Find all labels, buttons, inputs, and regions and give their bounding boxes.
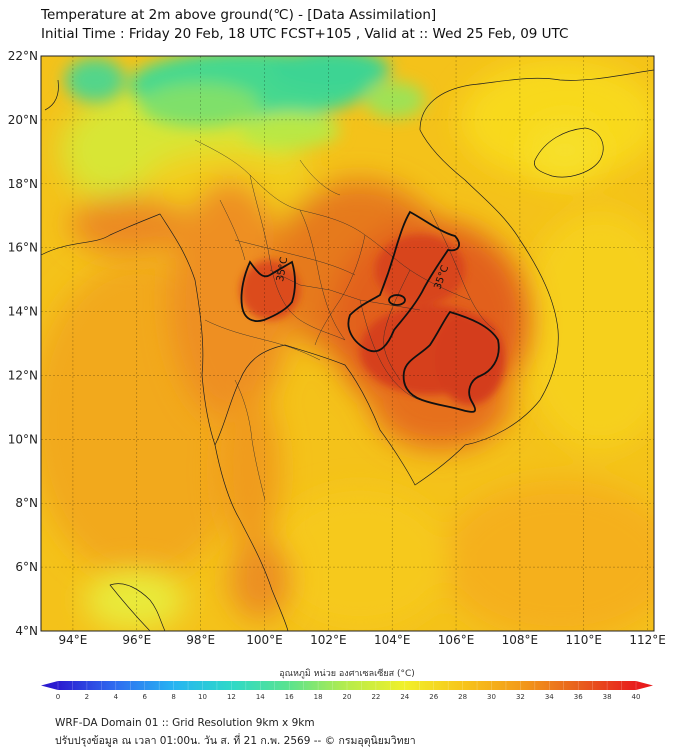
map-title: Temperature at 2m above ground(℃) - [Dat… [41,7,437,23]
lon-label: 106°E [438,633,475,647]
colorbar: 0 2 4 6 8 10 12 14 16 18 20 22 24 26 28 30 32 34 36 38 40 [41,681,653,701]
colorbar-bar [58,681,636,690]
colorbar-title: อุณหภูมิ หน่วย องศาเซลเซียส (°C) [279,668,415,679]
colorbar-tick-label: 40 [632,693,641,701]
colorbar-tick-label: 2 [85,693,89,701]
colorbar-tick-label: 0 [56,693,60,701]
map-subtitle: Initial Time : Friday 20 Feb, 18 UTC FCS… [41,26,569,42]
longitude-labels: 94°E 96°E 98°E 100°E 102°E 104°E 106°E 108°E 110… [58,633,665,647]
colorbar-tick-label: 14 [256,693,265,701]
colorbar-tick-label: 30 [487,693,496,701]
coastlines [41,69,654,631]
colorbar-ticks: 0 2 4 6 8 10 12 14 16 18 20 22 24 26 28 30 32 34 36 38 40 [56,681,641,701]
colorbar-tick-label: 18 [314,693,323,701]
latitude-labels: 4°N 6°N 8°N 10°N 12°N 14°N 16°N 18°N 20°N 22°N [8,49,38,638]
colorbar-tick-label: 34 [545,693,554,701]
lat-label: 6°N [15,560,38,574]
lon-label: 112°E [629,633,666,647]
lon-label: 108°E [502,633,539,647]
footer-domain-info: WRF-DA Domain 01 :: Grid Resolution 9km … [55,717,315,729]
lon-label: 94°E [58,633,87,647]
colorbar-tick-label: 26 [429,693,438,701]
colorbar-tick-label: 6 [142,693,147,701]
colorbar-max-arrow [636,681,653,690]
temperature-field: 35°C 35°C [41,56,654,631]
lat-label: 18°N [8,177,38,191]
lat-label: 12°N [8,368,38,382]
lon-label: 110°E [566,633,603,647]
colorbar-tick-label: 22 [371,693,380,701]
lat-label: 10°N [8,432,38,446]
colorbar-tick-label: 8 [171,693,175,701]
lon-label: 100°E [246,633,283,647]
colorbar-tick-label: 20 [343,693,352,701]
colorbar-tick-label: 38 [603,693,612,701]
contour-label-1: 35°C [275,256,290,282]
colorbar-tick-label: 4 [114,693,119,701]
colorbar-tick-label: 24 [400,693,409,701]
lat-label: 14°N [8,305,38,319]
colorbar-tick-label: 36 [574,693,583,701]
lat-label: 16°N [8,241,38,255]
lon-label: 96°E [122,633,151,647]
lon-label: 98°E [186,633,215,647]
lon-label: 102°E [310,633,347,647]
contour-35c [240,210,500,413]
lon-label: 104°E [374,633,411,647]
lat-label: 8°N [15,496,38,510]
colorbar-tick-label: 12 [227,693,236,701]
lat-label: 20°N [8,113,38,127]
colorbar-tick-label: 28 [458,693,467,701]
colorbar-min-arrow [41,681,58,690]
colorbar-tick-label: 32 [516,693,525,701]
map-border [40,55,655,632]
lat-label: 4°N [15,624,38,638]
colorbar-tick-label: 16 [285,693,294,701]
lat-label: 22°N [8,49,38,63]
colorbar-tick-label: 10 [198,693,207,701]
footer-update-info: ปรับปรุงข้อมูล ณ เวลา 01:00น. วัน ส. ที่… [55,735,416,747]
